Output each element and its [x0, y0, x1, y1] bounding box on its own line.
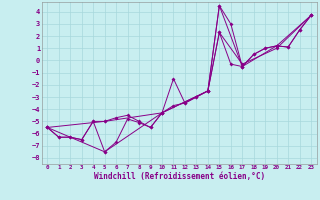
X-axis label: Windchill (Refroidissement éolien,°C): Windchill (Refroidissement éolien,°C): [94, 172, 265, 181]
